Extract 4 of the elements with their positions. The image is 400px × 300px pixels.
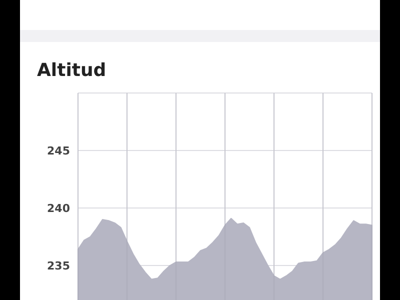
chart-title: Altitud xyxy=(37,60,106,81)
y-tick-label: 235 xyxy=(47,259,70,272)
y-tick-label: 240 xyxy=(47,202,70,215)
y-tick-label: 245 xyxy=(47,144,70,158)
